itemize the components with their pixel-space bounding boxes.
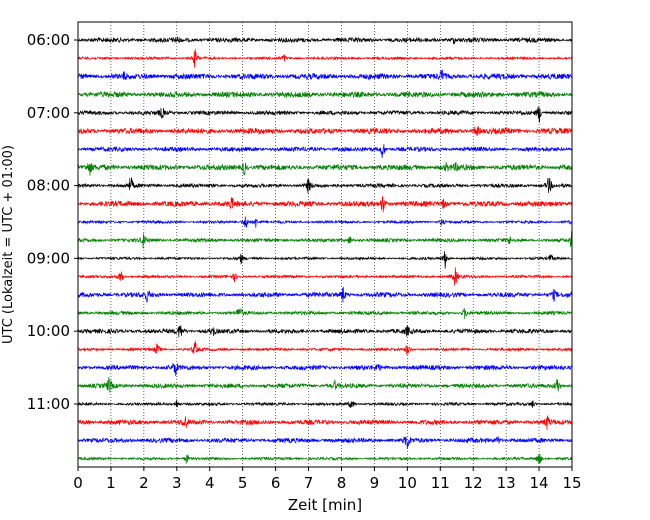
trace-0630 [77,69,573,81]
y-tick-label: 08:00 [27,177,70,195]
trace-0945 [77,308,573,320]
y-tick-label: 06:00 [27,31,70,49]
grid-layer [110,22,540,467]
trace-0745 [77,161,573,176]
x-tick-label: 8 [337,474,347,492]
y-tick-label: 10:00 [27,322,70,340]
trace-0900 [77,251,573,269]
x-tick-label: 4 [205,474,215,492]
x-tick-label: 3 [172,474,182,492]
trace-0930 [77,286,573,303]
trace-0845 [77,231,573,249]
trace-0600 [77,36,573,45]
x-tick-label: 9 [370,474,380,492]
trace-layer [77,36,573,464]
x-tick-label: 12 [464,474,483,492]
x-tick-label: 14 [530,474,549,492]
trace-1030 [77,362,573,376]
trace-0800 [77,177,573,194]
trace-1045 [77,376,573,393]
trace-0700 [77,106,573,123]
trace-1115 [77,415,573,431]
trace-1015 [77,340,573,356]
x-tick-label: 6 [271,474,281,492]
x-tick-label: 15 [562,474,581,492]
trace-1000 [77,325,573,338]
y-tick-label: 11:00 [27,395,70,413]
x-tick-label: 7 [304,474,314,492]
trace-1100 [77,399,573,409]
axes-frame [77,21,573,468]
y-axis-title: UTC (Lokalzeit = UTC + 01:00) [1,145,16,344]
x-axis-title: Zeit [min] [288,496,362,514]
x-tick-label: 13 [497,474,516,492]
trace-0915 [77,267,573,286]
x-tick-label: 5 [238,474,248,492]
y-tick-label: 07:00 [27,104,70,122]
x-tick-label: 0 [73,474,83,492]
trace-0730 [77,144,573,158]
trace-0645 [77,90,573,99]
trace-1130 [77,435,573,450]
x-tick-label: 10 [398,474,417,492]
y-tick-label: 09:00 [27,249,70,267]
trace-0815 [77,196,573,213]
tick-layer: 0 1 2 3 4 5 6 7 8 9 10 11 12 13 14 1506:0007:0008:0009:… [27,31,582,492]
trace-0830 [77,216,573,228]
x-tick-label: 1 [106,474,116,492]
trace-1145 [77,453,573,464]
x-tick-label: 11 [431,474,450,492]
trace-0715 [77,125,573,136]
trace-0615 [77,48,573,68]
x-tick-label: 2 [139,474,149,492]
